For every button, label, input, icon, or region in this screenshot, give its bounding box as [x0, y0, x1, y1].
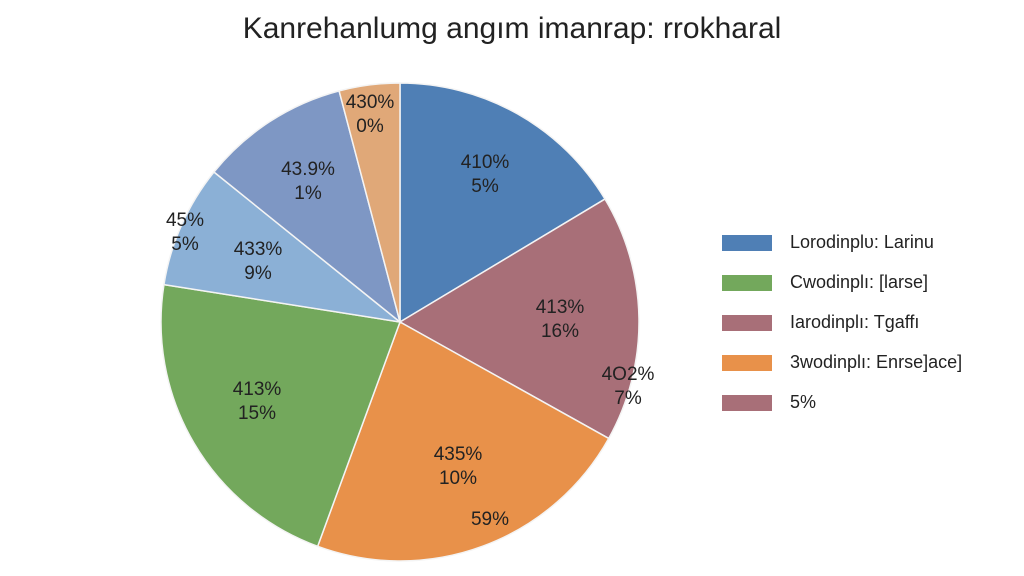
legend-label: 3wodinplı: Enrse]ace] [790, 352, 962, 372]
pie-slice [163, 170, 403, 324]
legend-label: Lorodinplᴜ: Larinu [790, 232, 934, 252]
slice-label: 16% [541, 321, 579, 342]
slice-label: 15% [238, 403, 276, 424]
pie-slice [398, 198, 640, 440]
slice-label: 59% [471, 509, 509, 530]
slice-label: 5% [471, 176, 499, 197]
pie-slice [160, 283, 402, 548]
slice-label: 430% [346, 92, 395, 113]
slice-label: 413% [233, 379, 282, 400]
legend-swatch [722, 275, 772, 291]
pie-slice [399, 82, 606, 324]
pie-slice [316, 320, 610, 562]
legend-label: Cwodinplı: [larse] [790, 272, 928, 292]
slice-label: 0% [356, 116, 384, 137]
pie-slice [338, 82, 401, 323]
legend-swatch [722, 355, 772, 371]
slice-label: 435% [434, 444, 483, 465]
legend-label: 5% [790, 392, 816, 412]
slice-label: 43.9% [281, 159, 335, 180]
slice-label: 9% [244, 263, 272, 284]
slice-label: 5% [171, 234, 199, 255]
slice-label: 433% [234, 239, 283, 260]
slice-label: 7% [614, 388, 642, 409]
slice-label: 10% [439, 468, 477, 489]
slice-label: 1% [294, 183, 322, 204]
slice-label: 45% [166, 210, 204, 231]
slice-label: 413% [536, 297, 585, 318]
legend-swatch [722, 315, 772, 331]
pie-slice [212, 89, 402, 325]
slice-label: 4O2% [602, 364, 655, 385]
legend-swatch [722, 235, 772, 251]
chart-title: Kanrehanlumg angım imanrap: rrokharal [243, 12, 782, 45]
slice-label: 410% [461, 152, 510, 173]
legend-swatch [722, 395, 772, 411]
legend-label: Iarodinplı: Tgaffı [790, 312, 919, 332]
